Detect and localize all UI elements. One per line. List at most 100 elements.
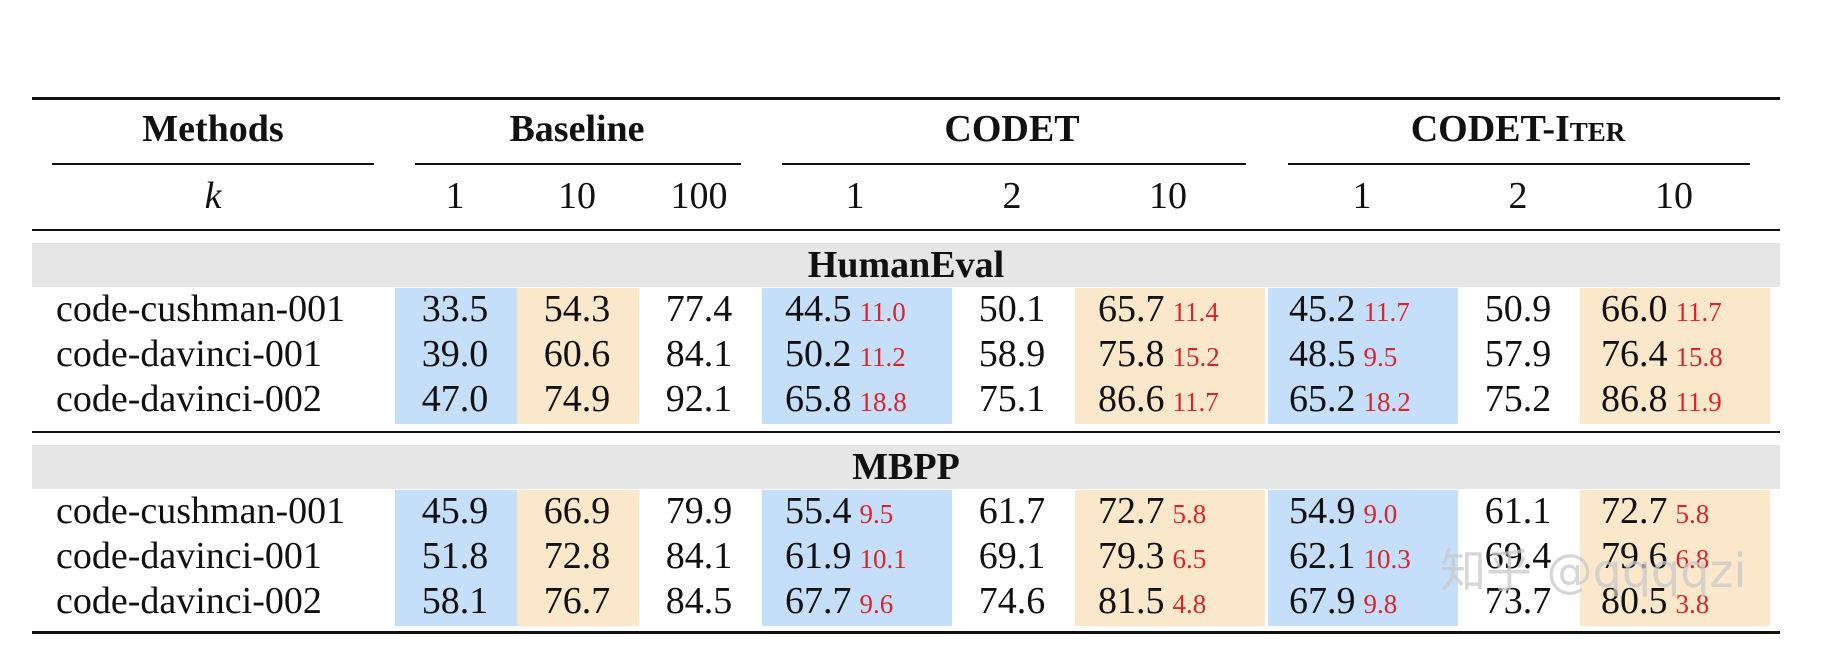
cell-value: 75.8 xyxy=(1098,333,1165,375)
shade-codet-k10-mbpp xyxy=(1075,490,1265,626)
cell-c2: 75.1 xyxy=(978,378,1046,420)
cell-gain: 9.5 xyxy=(859,499,894,529)
cell-gain: 9.0 xyxy=(1363,499,1398,529)
cell-b10: 60.6 xyxy=(543,333,611,375)
cell-i10: 72.7 5.8 xyxy=(1601,492,1709,530)
cell-c10: 81.5 4.8 xyxy=(1098,582,1206,620)
cell-i10: 80.5 3.8 xyxy=(1601,582,1709,620)
cell-i10: 86.8 11.9 xyxy=(1601,380,1722,418)
header-codet: CODET xyxy=(944,108,1080,150)
cell-b10: 54.3 xyxy=(543,288,611,330)
cell-i10: 76.4 15.8 xyxy=(1601,335,1723,373)
cmidrule-codet xyxy=(782,163,1246,165)
cell-gain: 6.5 xyxy=(1172,544,1207,574)
cell-c10: 86.6 11.7 xyxy=(1098,380,1219,418)
cell-gain: 11.0 xyxy=(859,297,906,327)
cell-value: 86.8 xyxy=(1601,378,1668,420)
section-title-mbpp: MBPP xyxy=(852,446,960,488)
cell-gain: 9.5 xyxy=(1363,342,1398,372)
shade-baseline-k1-mbpp xyxy=(395,490,517,626)
shade-iter-k10-humaneval xyxy=(1580,288,1770,424)
cell-b100: 92.1 xyxy=(665,378,733,420)
cell-b1: 39.0 xyxy=(421,333,489,375)
cell-gain: 9.8 xyxy=(1363,589,1398,619)
cell-i1: 54.9 9.0 xyxy=(1289,492,1397,530)
header-baseline: Baseline xyxy=(509,108,645,150)
cell-gain: 4.8 xyxy=(1172,589,1207,619)
cell-gain: 11.2 xyxy=(859,342,906,372)
k-baseline-100: 100 xyxy=(670,175,728,217)
cell-i2: 69.4 xyxy=(1484,535,1552,577)
cell-i2: 75.2 xyxy=(1484,378,1552,420)
cell-c10: 79.3 6.5 xyxy=(1098,537,1206,575)
cell-b1: 51.8 xyxy=(421,535,489,577)
cell-i1: 67.9 9.8 xyxy=(1289,582,1397,620)
cell-value: 45.2 xyxy=(1289,288,1356,330)
cell-gain: 15.2 xyxy=(1172,342,1220,372)
cell-c2: 50.1 xyxy=(978,288,1046,330)
cell-gain: 9.6 xyxy=(859,589,894,619)
cell-b10: 66.9 xyxy=(543,490,611,532)
cell-c10: 72.7 5.8 xyxy=(1098,492,1206,530)
row-method: code-davinci-002 xyxy=(56,580,322,622)
cell-b100: 79.9 xyxy=(665,490,733,532)
cell-c2: 58.9 xyxy=(978,333,1046,375)
cell-gain: 11.4 xyxy=(1172,297,1219,327)
shade-baseline-k10-humaneval xyxy=(517,288,639,424)
cell-value: 65.8 xyxy=(785,378,852,420)
k-iter-2: 2 xyxy=(1508,175,1528,217)
cell-i1: 62.1 10.3 xyxy=(1289,537,1411,575)
cell-b1: 58.1 xyxy=(421,580,489,622)
shade-iter-k1-humaneval xyxy=(1268,288,1458,424)
shade-baseline-k1-humaneval xyxy=(395,288,517,424)
cell-c1: 44.5 11.0 xyxy=(785,290,906,328)
cell-gain: 5.8 xyxy=(1675,499,1710,529)
cell-value: 65.7 xyxy=(1098,288,1165,330)
cell-c2: 61.7 xyxy=(978,490,1046,532)
cell-value: 76.4 xyxy=(1601,333,1668,375)
cell-value: 66.0 xyxy=(1601,288,1668,330)
cell-i10: 79.6 6.8 xyxy=(1601,537,1709,575)
cell-i2: 57.9 xyxy=(1484,333,1552,375)
shade-iter-k10-mbpp xyxy=(1580,490,1770,626)
k-baseline-10: 10 xyxy=(558,175,596,217)
section-title-humaneval: HumanEval xyxy=(807,244,1005,286)
cell-value: 55.4 xyxy=(785,490,852,532)
cell-value: 72.7 xyxy=(1601,490,1668,532)
shade-codet-k10-humaneval xyxy=(1075,288,1265,424)
cmidrule-baseline xyxy=(415,163,741,165)
k-baseline-1: 1 xyxy=(445,175,465,217)
cell-i2: 73.7 xyxy=(1484,580,1552,622)
cell-i1: 65.2 18.2 xyxy=(1289,380,1411,418)
cell-value: 44.5 xyxy=(785,288,852,330)
header-rule xyxy=(32,229,1780,231)
cell-value: 65.2 xyxy=(1289,378,1356,420)
cell-gain: 3.8 xyxy=(1675,589,1710,619)
shade-codet-k1-humaneval xyxy=(762,288,952,424)
k-iter-10: 10 xyxy=(1655,175,1693,217)
cell-b100: 84.1 xyxy=(665,535,733,577)
cell-c10: 65.7 11.4 xyxy=(1098,290,1219,328)
cell-value: 79.3 xyxy=(1098,535,1165,577)
cell-value: 80.5 xyxy=(1601,580,1668,622)
cell-b100: 84.5 xyxy=(665,580,733,622)
cell-gain: 10.1 xyxy=(859,544,907,574)
cell-c1: 55.4 9.5 xyxy=(785,492,893,530)
cell-gain: 18.2 xyxy=(1363,387,1411,417)
section-band-humaneval xyxy=(32,243,1780,287)
shade-iter-k1-mbpp xyxy=(1268,490,1458,626)
cell-value: 61.9 xyxy=(785,535,852,577)
cell-gain: 18.8 xyxy=(859,387,907,417)
cell-b1: 45.9 xyxy=(421,490,489,532)
cell-i1: 48.5 9.5 xyxy=(1289,335,1397,373)
cell-i10: 66.0 11.7 xyxy=(1601,290,1722,328)
cell-c1: 50.2 11.2 xyxy=(785,335,906,373)
cell-gain: 10.3 xyxy=(1363,544,1411,574)
cell-gain: 11.7 xyxy=(1172,387,1219,417)
cell-value: 81.5 xyxy=(1098,580,1165,622)
top-rule xyxy=(32,97,1780,100)
cmidrule-methods xyxy=(52,163,374,165)
cell-value: 72.7 xyxy=(1098,490,1165,532)
row-method: code-davinci-002 xyxy=(56,378,322,420)
header-methods: Methods xyxy=(142,108,284,150)
